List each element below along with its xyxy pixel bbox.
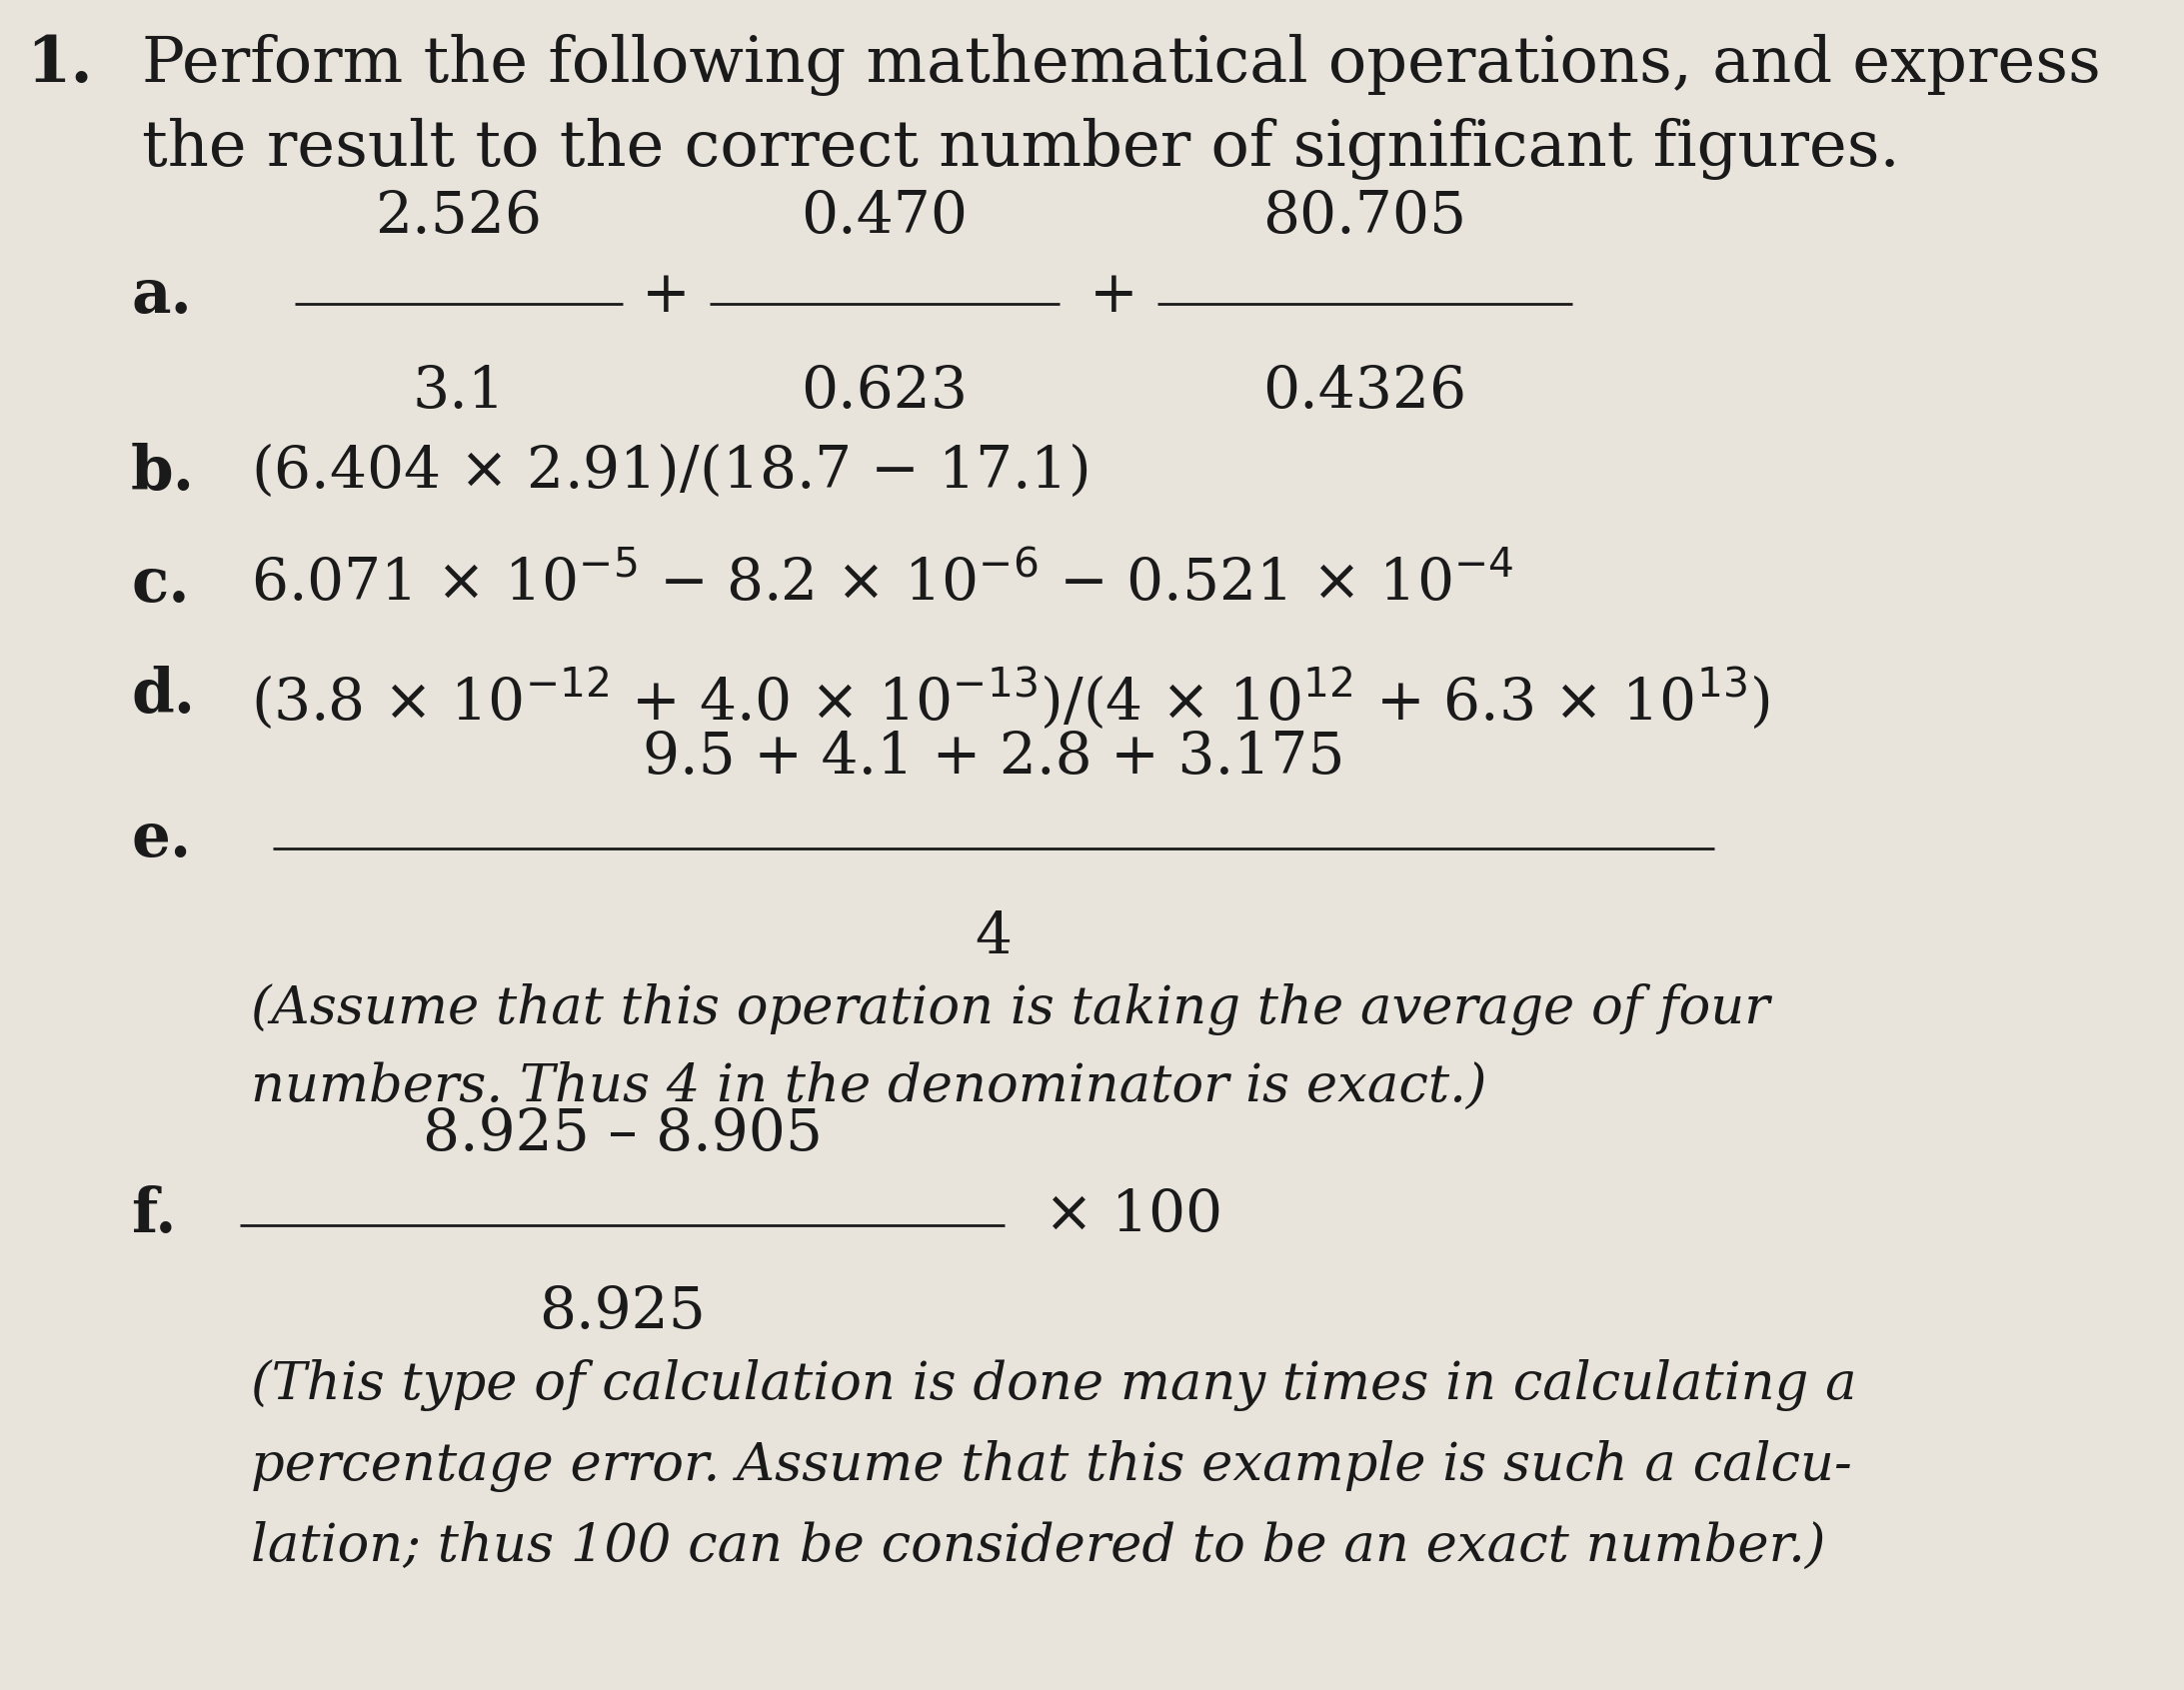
Text: 0.470: 0.470: [802, 189, 968, 245]
Text: (3.8 $\times$ 10$^{-12}$ + 4.0 $\times$ 10$^{-13}$)/(4 $\times$ 10$^{12}$ + 6.3 : (3.8 $\times$ 10$^{-12}$ + 4.0 $\times$ …: [251, 666, 1771, 732]
Text: 2.526: 2.526: [376, 189, 542, 245]
Text: 0.4326: 0.4326: [1262, 363, 1468, 419]
Text: c.: c.: [131, 554, 190, 613]
Text: +: +: [642, 267, 690, 324]
Text: 80.705: 80.705: [1262, 189, 1468, 245]
Text: lation; thus 100 can be considered to be an exact number.): lation; thus 100 can be considered to be…: [251, 1521, 1826, 1572]
Text: percentage error. Assume that this example is such a calcu-: percentage error. Assume that this examp…: [251, 1440, 1852, 1492]
Text: $\times$ 100: $\times$ 100: [1044, 1186, 1221, 1244]
Text: (6.404 $\times$ 2.91)/(18.7 $-$ 17.1): (6.404 $\times$ 2.91)/(18.7 $-$ 17.1): [251, 443, 1088, 500]
Text: f.: f.: [131, 1185, 177, 1246]
Text: Perform the following mathematical operations, and express: Perform the following mathematical opera…: [142, 34, 2101, 96]
Text: (This type of calculation is done many times in calculating a: (This type of calculation is done many t…: [251, 1359, 1856, 1411]
Text: numbers. Thus 4 in the denominator is exact.): numbers. Thus 4 in the denominator is ex…: [251, 1061, 1487, 1112]
Text: a.: a.: [131, 265, 192, 326]
Text: 0.623: 0.623: [802, 363, 968, 419]
Text: 8.925: 8.925: [539, 1284, 705, 1340]
Text: e.: e.: [131, 810, 192, 869]
Text: +: +: [1090, 267, 1138, 324]
Text: b.: b.: [131, 443, 194, 502]
Text: 4: 4: [976, 909, 1011, 965]
Text: 8.925 – 8.905: 8.925 – 8.905: [422, 1107, 823, 1163]
Text: 6.071 $\times$ 10$^{-5}$ $-$ 8.2 $\times$ 10$^{-6}$ $-$ 0.521 $\times$ 10$^{-4}$: 6.071 $\times$ 10$^{-5}$ $-$ 8.2 $\times…: [251, 554, 1514, 612]
Text: 3.1: 3.1: [413, 363, 505, 419]
Text: (Assume that this operation is taking the average of four: (Assume that this operation is taking th…: [251, 984, 1769, 1036]
Text: 1.: 1.: [26, 34, 92, 95]
Text: d.: d.: [131, 666, 194, 725]
Text: 9.5 + 4.1 + 2.8 + 3.175: 9.5 + 4.1 + 2.8 + 3.175: [642, 730, 1345, 786]
Text: the result to the correct number of significant figures.: the result to the correct number of sign…: [142, 118, 1900, 181]
